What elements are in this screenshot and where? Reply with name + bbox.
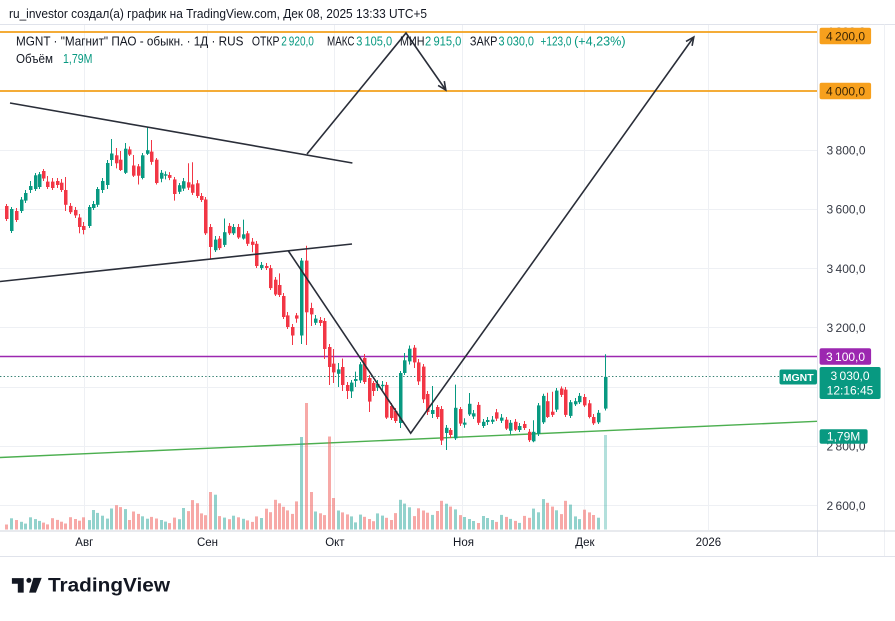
- svg-text:3 030,0: 3 030,0: [830, 369, 869, 383]
- svg-text:3 600,0: 3 600,0: [826, 203, 865, 217]
- svg-text:MGNT: MGNT: [783, 372, 814, 384]
- svg-text:TradingView: TradingView: [48, 575, 171, 597]
- svg-text:2 915,0: 2 915,0: [425, 35, 461, 49]
- svg-text:2 600,0: 2 600,0: [826, 499, 865, 513]
- svg-text:Сен: Сен: [197, 537, 218, 549]
- svg-text:3 100,0: 3 100,0: [826, 350, 865, 364]
- svg-text:Окт: Окт: [325, 537, 345, 549]
- svg-text:MGNT · "Магнит" ПАО - обыкн. ·: MGNT · "Магнит" ПАО - обыкн. · 1Д · RUS: [16, 35, 243, 49]
- svg-text:3 105,0: 3 105,0: [356, 35, 392, 49]
- svg-text:1,79M: 1,79M: [827, 430, 860, 444]
- svg-text:ru_investor создал(а) график н: ru_investor создал(а) график на TradingV…: [9, 6, 427, 21]
- svg-text:+123,0: +123,0: [541, 35, 572, 49]
- svg-text:3 200,0: 3 200,0: [826, 321, 865, 335]
- svg-text:ЗАКР: ЗАКР: [470, 35, 498, 49]
- svg-text:МАКС: МАКС: [327, 35, 355, 49]
- svg-text:4 200,0: 4 200,0: [826, 29, 865, 43]
- svg-text:4 000,0: 4 000,0: [826, 84, 865, 98]
- svg-text:МИН: МИН: [400, 35, 425, 49]
- svg-text:Дек: Дек: [575, 537, 595, 549]
- svg-text:Авг: Авг: [75, 537, 93, 549]
- svg-text:2026: 2026: [696, 537, 722, 549]
- svg-text:1,79М: 1,79М: [63, 52, 92, 66]
- svg-text:3 030,0: 3 030,0: [499, 35, 535, 49]
- svg-text:2 920,0: 2 920,0: [281, 35, 314, 49]
- svg-text:3 800,0: 3 800,0: [826, 144, 865, 158]
- svg-text:(+4,23%): (+4,23%): [574, 35, 626, 49]
- svg-text:Объём: Объём: [16, 52, 53, 66]
- svg-text:ОТКР: ОТКР: [252, 35, 280, 49]
- svg-text:Ноя: Ноя: [453, 537, 474, 549]
- svg-text:12:16:45: 12:16:45: [827, 384, 874, 398]
- svg-text:3 400,0: 3 400,0: [826, 262, 865, 276]
